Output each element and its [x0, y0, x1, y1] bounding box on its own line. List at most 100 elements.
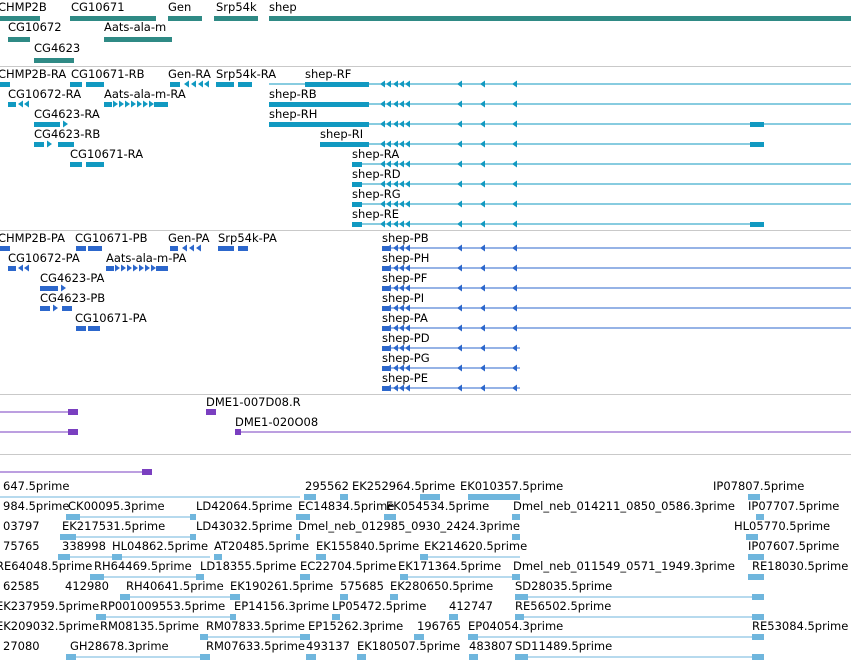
est-label[interactable]: RH64469.5prime: [94, 559, 192, 573]
gene-label[interactable]: CHMP2B: [0, 0, 47, 14]
est-label[interactable]: AT20485.5prime: [214, 539, 310, 553]
intron-arrow[interactable]: [386, 244, 391, 252]
intron-arrow[interactable]: [480, 100, 485, 108]
intron-arrow[interactable]: [113, 100, 118, 108]
transcript-label[interactable]: CG10671-RA: [70, 147, 144, 161]
exon[interactable]: [8, 266, 16, 271]
intron-arrow[interactable]: [405, 160, 410, 168]
intron-arrow[interactable]: [386, 220, 391, 228]
est-glyph[interactable]: [515, 654, 528, 660]
intron-arrow[interactable]: [393, 160, 398, 168]
est-glyph[interactable]: [748, 554, 764, 560]
intron-arrow[interactable]: [380, 180, 385, 188]
est-glyph[interactable]: [746, 534, 758, 540]
gene-label[interactable]: Aats-ala-m: [104, 20, 167, 34]
est-label[interactable]: 575685: [340, 579, 384, 593]
gene-glyph[interactable]: [70, 16, 156, 21]
intron-arrow[interactable]: [386, 284, 391, 292]
intron-arrow[interactable]: [512, 264, 517, 272]
intron-arrow[interactable]: [399, 180, 404, 188]
exon[interactable]: [106, 266, 114, 271]
intron-arrow[interactable]: [512, 200, 517, 208]
est-glyph[interactable]: [196, 574, 204, 580]
est-label[interactable]: 338998: [62, 539, 106, 553]
gene-glyph[interactable]: [168, 16, 202, 21]
est-label[interactable]: EK155840.5prime: [316, 539, 420, 553]
intron-arrow[interactable]: [198, 80, 203, 88]
intron-arrow[interactable]: [405, 384, 410, 392]
gene-label[interactable]: Gen: [168, 0, 192, 14]
exon[interactable]: [58, 142, 74, 147]
est-glyph[interactable]: [756, 514, 764, 520]
intron-arrow[interactable]: [480, 344, 485, 352]
exon[interactable]: [750, 142, 764, 147]
exon[interactable]: [156, 266, 168, 271]
est-label[interactable]: 647.5prime: [3, 479, 70, 493]
intron-arrow[interactable]: [393, 264, 398, 272]
protein-label[interactable]: shep-PF: [382, 271, 428, 285]
intron-arrow[interactable]: [24, 100, 29, 108]
exon[interactable]: [382, 306, 390, 311]
est-glyph[interactable]: [120, 594, 130, 600]
exon[interactable]: [750, 122, 764, 127]
gene-label[interactable]: CG4623: [34, 41, 81, 55]
exon[interactable]: [352, 222, 362, 227]
intron-arrow[interactable]: [380, 80, 385, 88]
exon[interactable]: [382, 266, 390, 271]
protein-label[interactable]: shep-PD: [382, 331, 430, 345]
intron-arrow[interactable]: [405, 344, 410, 352]
intron-arrow[interactable]: [386, 324, 391, 332]
intron-arrow[interactable]: [457, 220, 462, 228]
est-label[interactable]: HL04862.5prime: [112, 539, 209, 553]
est-glyph[interactable]: [752, 614, 764, 620]
est-glyph[interactable]: [332, 614, 340, 620]
intron-arrow[interactable]: [457, 160, 462, 168]
est-glyph[interactable]: [90, 574, 104, 580]
intron-arrow[interactable]: [457, 180, 462, 188]
transcript-label[interactable]: Aats-ala-m-RA: [104, 87, 186, 101]
intron-arrow[interactable]: [24, 264, 29, 272]
intron-arrow[interactable]: [121, 264, 126, 272]
intron-arrow[interactable]: [131, 100, 136, 108]
est-label[interactable]: 27080: [3, 639, 40, 653]
intron-arrow[interactable]: [191, 80, 196, 88]
protein-label[interactable]: shep-PG: [382, 351, 430, 365]
est-label[interactable]: EK252964.5prime: [352, 479, 456, 493]
intron-arrow[interactable]: [405, 100, 410, 108]
est-label[interactable]: EP14156.3prime: [234, 599, 330, 613]
intron-arrow[interactable]: [393, 304, 398, 312]
clone-end[interactable]: [68, 429, 78, 435]
est-label[interactable]: EK180507.5prime: [357, 639, 461, 653]
est-label[interactable]: LD18355.5prime: [200, 559, 297, 573]
intron-arrow[interactable]: [182, 244, 187, 252]
intron-arrow[interactable]: [386, 344, 391, 352]
est-label[interactable]: 295562: [305, 479, 349, 493]
intron-arrow[interactable]: [393, 100, 398, 108]
est-label[interactable]: 412980: [65, 579, 109, 593]
exon[interactable]: [750, 222, 764, 227]
est-glyph[interactable]: [384, 514, 396, 520]
intron-arrow[interactable]: [399, 220, 404, 228]
exon[interactable]: [88, 246, 102, 251]
exon[interactable]: [76, 246, 86, 251]
intron-arrow[interactable]: [480, 304, 485, 312]
intron-arrow[interactable]: [386, 80, 391, 88]
intron-arrow[interactable]: [512, 344, 517, 352]
intron-arrow[interactable]: [405, 220, 410, 228]
intron-arrow[interactable]: [393, 180, 398, 188]
exon[interactable]: [40, 306, 50, 311]
intron-arrow[interactable]: [405, 244, 410, 252]
intron-arrow[interactable]: [127, 264, 132, 272]
est-glyph[interactable]: [420, 494, 440, 500]
est-glyph[interactable]: [752, 594, 764, 600]
exon[interactable]: [88, 326, 100, 331]
est-label[interactable]: RE53084.5prime: [752, 619, 849, 633]
gene-label[interactable]: shep: [269, 0, 297, 14]
intron-arrow[interactable]: [399, 140, 404, 148]
est-glyph[interactable]: [190, 534, 196, 540]
exon[interactable]: [352, 182, 362, 187]
exon[interactable]: [320, 142, 369, 147]
intron-arrow[interactable]: [393, 384, 398, 392]
exon[interactable]: [382, 346, 390, 351]
intron-arrow[interactable]: [189, 244, 194, 252]
